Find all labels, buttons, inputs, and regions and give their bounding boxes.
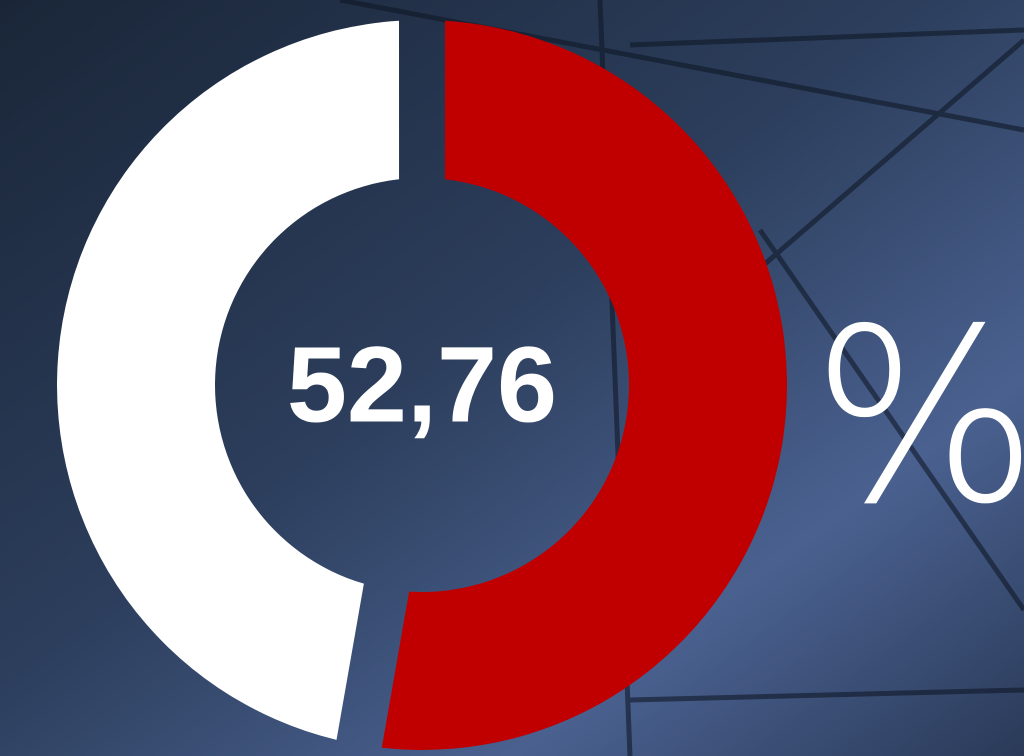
unit-label: % bbox=[811, 277, 1024, 557]
value-label: 52,76 bbox=[287, 324, 557, 445]
page: 52,76 % (() => { const data = JSON.parse… bbox=[0, 0, 1024, 756]
chart: 52,76 % bbox=[0, 0, 1024, 756]
